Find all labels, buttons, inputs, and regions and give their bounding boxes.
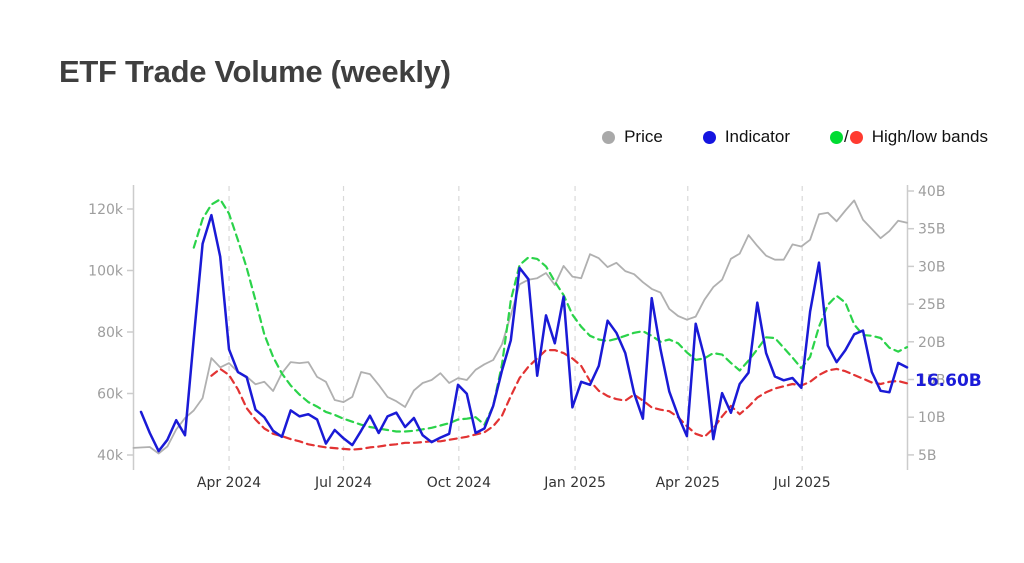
legend-label-indicator: Indicator	[724, 127, 791, 146]
left-tick-label: 40k	[97, 448, 124, 464]
x-tick-label: Oct 2024	[427, 475, 491, 491]
left-tick-label: 100k	[88, 264, 124, 280]
low-band-line[interactable]	[210, 349, 909, 451]
left-tick-label: 60k	[97, 387, 124, 403]
legend-item-price[interactable]: Price	[602, 127, 663, 147]
chart-title: ETF Trade Volume (weekly)	[59, 54, 451, 89]
last-value-label: 16.60B	[915, 371, 982, 391]
right-tick-label: 15B	[918, 373, 945, 389]
legend-label-bands: High/low bands	[871, 127, 988, 146]
left-tick-label: 120k	[88, 202, 124, 218]
x-tick-label: Apr 2025	[656, 475, 720, 491]
right-tick-label: 25B	[918, 297, 945, 313]
band-legend-slash: /	[844, 127, 849, 146]
x-tick-label: Apr 2024	[197, 475, 261, 491]
legend-item-bands[interactable]: / High/low bands	[830, 127, 988, 147]
indicator-legend-dot-icon	[702, 130, 716, 144]
high-band-legend-dot-icon	[830, 130, 844, 144]
right-tick-label: 30B	[918, 259, 945, 275]
price-line[interactable]	[132, 199, 908, 455]
price-legend-dot-icon	[602, 130, 616, 144]
x-tick-label: Jul 2024	[314, 475, 372, 491]
left-tick-label: 80k	[97, 325, 124, 341]
x-tick-label: Jul 2025	[773, 475, 831, 491]
legend-label-price: Price	[624, 127, 663, 146]
right-tick-label: 10B	[918, 410, 945, 426]
band-legend-dots: /	[830, 127, 863, 147]
legend: Price Indicator / High/low bands	[602, 127, 988, 147]
low-band-legend-dot-icon	[849, 130, 863, 144]
indicator-line[interactable]	[139, 213, 909, 453]
right-tick-label: 5B	[918, 448, 937, 464]
x-tick-label: Jan 2025	[543, 475, 606, 491]
high-band-line[interactable]	[192, 198, 909, 433]
right-tick-label: 40B	[918, 184, 945, 200]
right-tick-label: 20B	[918, 335, 945, 351]
right-tick-label: 35B	[918, 222, 945, 238]
legend-item-indicator[interactable]: Indicator	[702, 127, 791, 147]
